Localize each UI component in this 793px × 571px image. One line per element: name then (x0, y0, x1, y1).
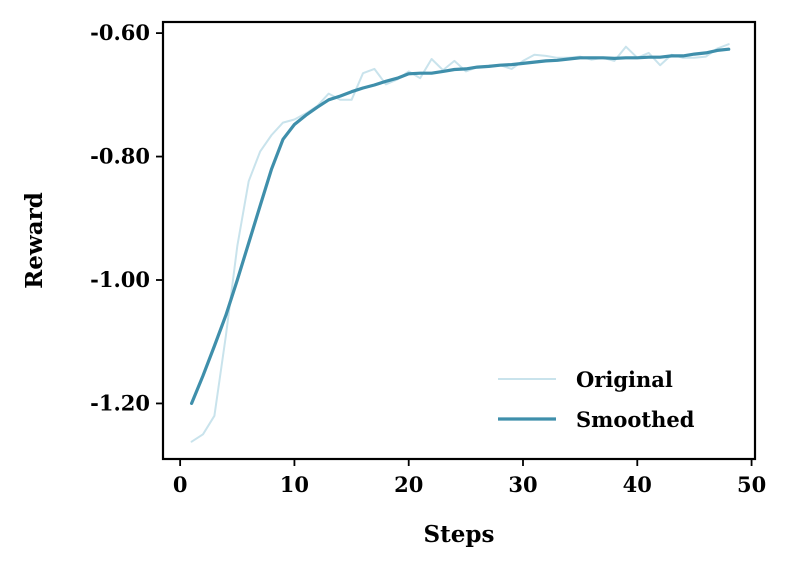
y-tick-label: -0.60 (90, 20, 150, 45)
plot-frame (161, 20, 757, 461)
legend-label-original: Original (576, 367, 673, 392)
series-lines (190, 43, 731, 443)
x-tick-label: 50 (737, 472, 766, 497)
x-tick-label: 20 (394, 472, 423, 497)
series-line-smoothed (190, 47, 731, 405)
x-tick-label: 40 (623, 472, 652, 497)
x-tick-label: 10 (280, 472, 309, 497)
y-tick-label: -0.80 (90, 144, 150, 169)
legend: Original Smoothed (498, 367, 695, 432)
x-axis: 0 10 20 30 40 50 (173, 459, 766, 497)
y-axis-label: Reward (21, 192, 48, 289)
legend-label-smoothed: Smoothed (576, 407, 695, 432)
y-tick-label: -1.20 (90, 390, 150, 415)
x-tick-label: 0 (173, 472, 188, 497)
y-axis: -1.20 -1.00 -0.80 -0.60 (90, 20, 163, 415)
x-axis-label: Steps (424, 521, 495, 548)
y-tick-label: -1.00 (90, 267, 150, 292)
x-tick-label: 30 (508, 472, 537, 497)
